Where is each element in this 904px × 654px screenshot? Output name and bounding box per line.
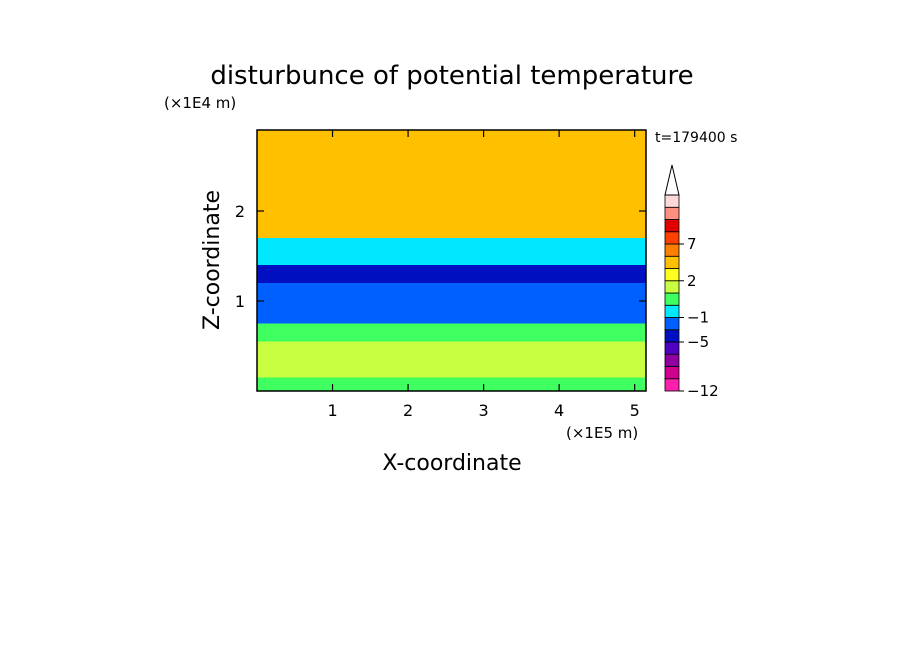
x-axis-unit: (×1E5 m)	[566, 424, 638, 442]
colorbar-swatch	[664, 219, 680, 233]
plot-frame	[256, 129, 647, 392]
x-tick-label: 1	[327, 401, 337, 420]
field-band-6	[257, 184, 646, 238]
x-tick-label: 3	[479, 401, 489, 420]
x-tick-label: 5	[630, 401, 640, 420]
colorbar-swatch	[664, 194, 680, 208]
colorbar-swatch	[664, 317, 680, 331]
colorbar-tick-label: −12	[687, 382, 719, 400]
colorbar-swatch	[664, 268, 680, 282]
colorbar-tick-label: 7	[687, 235, 697, 253]
x-axis: 1 2 3 4 5	[327, 130, 640, 420]
y-axis-unit: (×1E4 m)	[164, 94, 236, 112]
field-layer	[257, 130, 646, 391]
time-label: t=179400 s	[655, 130, 737, 146]
colorbar-tick-label: −1	[687, 309, 709, 327]
y-tick-label: 2	[235, 202, 245, 221]
y-tick-label: 1	[235, 292, 245, 311]
x-axis-label: X-coordinate	[382, 451, 521, 476]
colorbar-tick-label: −5	[687, 333, 709, 351]
colorbar-swatch	[664, 255, 680, 269]
colorbar-tick-label: 2	[687, 272, 697, 290]
colorbar-swatch	[664, 329, 680, 343]
colorbar-swatch	[664, 292, 680, 306]
colorbar: −12−5−127	[664, 164, 719, 400]
colorbar-swatch	[664, 206, 680, 220]
colorbar-swatch	[664, 243, 680, 257]
chart-title: disturbunce of potential temperature	[210, 61, 693, 91]
field-band-0	[257, 377, 646, 391]
y-axis: 12	[235, 202, 646, 311]
field-band-3	[257, 283, 646, 324]
y-axis-label: Z-coordinate	[200, 190, 225, 330]
colorbar-swatch	[664, 280, 680, 294]
field-band-7	[257, 130, 646, 184]
field-band-1	[257, 341, 646, 378]
colorbar-swatch	[664, 231, 680, 245]
x-tick-label: 2	[403, 401, 413, 420]
field-band-2	[257, 323, 646, 342]
colorbar-swatch	[664, 378, 680, 392]
colorbar-extend-arrow	[664, 164, 680, 196]
x-tick-label: 4	[554, 401, 564, 420]
colorbar-swatch	[664, 304, 680, 318]
colorbar-swatch	[664, 366, 680, 380]
colorbar-swatch	[664, 341, 680, 355]
field-band-5	[257, 238, 646, 265]
field-band-4	[257, 265, 646, 283]
colorbar-swatch	[664, 353, 680, 367]
